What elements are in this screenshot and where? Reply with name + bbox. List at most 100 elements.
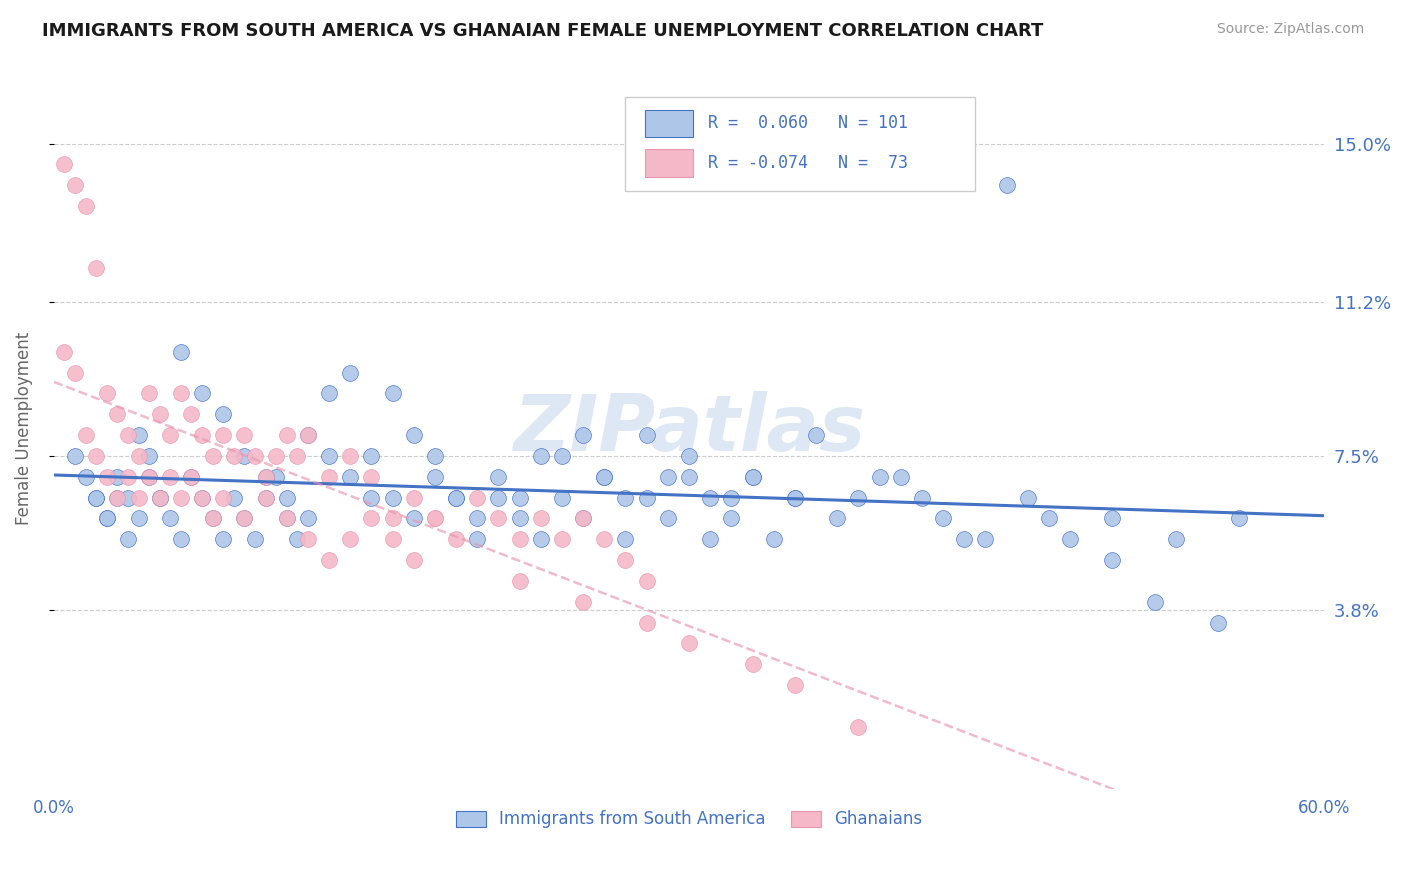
Point [63, 366, 86, 380]
Point [974, 533, 997, 547]
Point [783, 678, 806, 692]
Point [869, 470, 891, 484]
Point [138, 470, 160, 484]
Point [614, 533, 637, 547]
Point [636, 491, 658, 505]
Point [1206, 615, 1229, 630]
Point [96, 470, 118, 484]
Point [488, 491, 510, 505]
Point [233, 511, 256, 525]
Point [741, 470, 763, 484]
Point [530, 511, 553, 525]
Point [149, 491, 172, 505]
Point [105, 470, 128, 484]
Point [530, 449, 553, 463]
Point [180, 470, 202, 484]
Point [233, 428, 256, 442]
Point [699, 491, 721, 505]
Point [402, 491, 425, 505]
Point [762, 533, 785, 547]
Point [84, 491, 107, 505]
Point [572, 428, 595, 442]
Point [254, 470, 277, 484]
Point [84, 449, 107, 463]
Point [444, 491, 467, 505]
Text: Source: ZipAtlas.com: Source: ZipAtlas.com [1216, 22, 1364, 37]
Point [180, 470, 202, 484]
Point [551, 491, 574, 505]
Point [423, 511, 446, 525]
Point [339, 366, 361, 380]
Point [678, 449, 700, 463]
Point [657, 511, 679, 525]
Point [159, 428, 181, 442]
Point [297, 511, 319, 525]
Legend: Immigrants from South America, Ghanaians: Immigrants from South America, Ghanaians [449, 804, 929, 835]
Point [254, 470, 277, 484]
Point [783, 491, 806, 505]
Point [530, 533, 553, 547]
Point [360, 449, 382, 463]
Point [75, 470, 97, 484]
Point [201, 511, 224, 525]
Point [572, 511, 595, 525]
Point [159, 470, 181, 484]
Point [593, 533, 616, 547]
Point [212, 428, 235, 442]
Y-axis label: Female Unemployment: Female Unemployment [15, 332, 32, 525]
Point [170, 533, 193, 547]
Point [264, 470, 287, 484]
Point [149, 407, 172, 421]
Point [509, 491, 531, 505]
Point [381, 511, 404, 525]
Point [741, 470, 763, 484]
Point [84, 261, 107, 276]
Point [96, 511, 118, 525]
Point [149, 491, 172, 505]
Point [509, 533, 531, 547]
Point [243, 533, 266, 547]
Point [138, 470, 160, 484]
Point [720, 491, 742, 505]
Point [297, 533, 319, 547]
Point [117, 533, 139, 547]
Point [423, 449, 446, 463]
Text: R =  0.060   N = 101: R = 0.060 N = 101 [709, 114, 908, 132]
Point [170, 491, 193, 505]
Point [191, 428, 214, 442]
Point [117, 428, 139, 442]
Point [339, 470, 361, 484]
Point [318, 553, 340, 567]
Point [783, 491, 806, 505]
Point [804, 428, 827, 442]
Bar [644, 110, 693, 137]
Point [1143, 595, 1166, 609]
Point [191, 491, 214, 505]
Point [465, 533, 488, 547]
Point [551, 533, 574, 547]
Point [84, 491, 107, 505]
Point [233, 449, 256, 463]
Point [848, 720, 870, 734]
Point [212, 491, 235, 505]
Point [63, 449, 86, 463]
Point [953, 533, 976, 547]
Point [276, 511, 298, 525]
Point [53, 344, 76, 359]
Point [285, 533, 308, 547]
Point [911, 491, 934, 505]
Point [212, 533, 235, 547]
Point [276, 511, 298, 525]
Point [636, 615, 658, 630]
Point [105, 491, 128, 505]
Point [285, 449, 308, 463]
Point [128, 491, 150, 505]
Point [128, 511, 150, 525]
Point [488, 470, 510, 484]
Point [636, 428, 658, 442]
Point [551, 449, 574, 463]
Point [402, 511, 425, 525]
Bar [644, 149, 693, 177]
Point [264, 449, 287, 463]
Point [572, 595, 595, 609]
